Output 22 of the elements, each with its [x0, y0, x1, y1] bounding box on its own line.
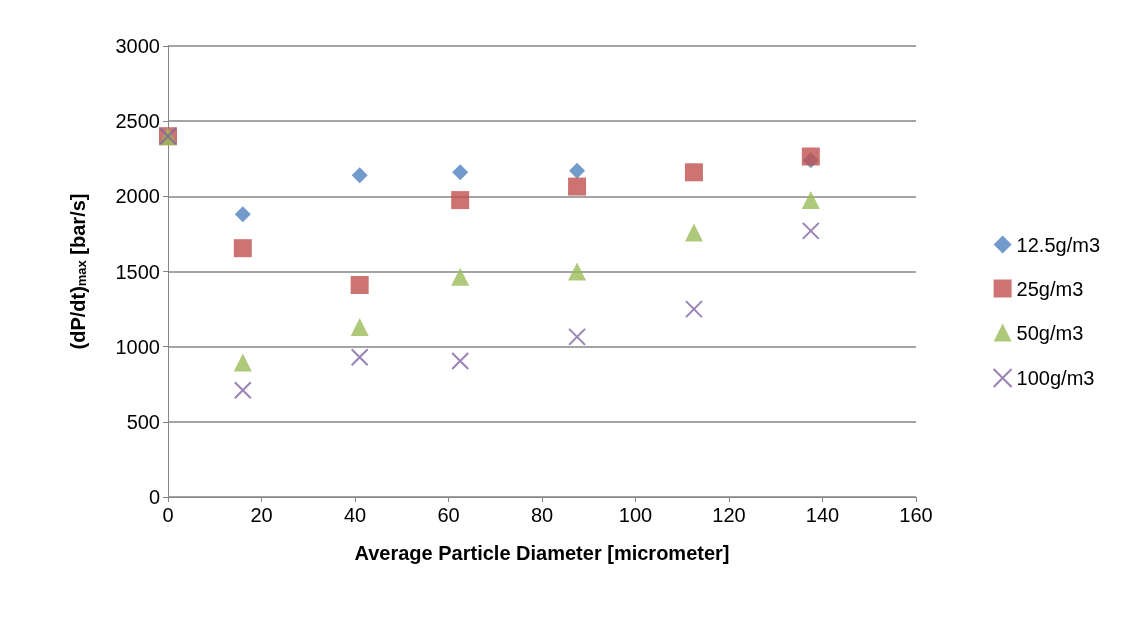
- x-tick-label: 20: [250, 504, 273, 526]
- legend-label: 50g/m3: [1016, 321, 1084, 344]
- legend-label: 100g/m3: [1016, 367, 1095, 389]
- y-tick-label: 1000: [115, 335, 160, 358]
- x-tick-label: 60: [437, 504, 460, 526]
- y-axis-title: (dP/dt)max [bar/s]: [66, 193, 89, 350]
- x-tick-label: 0: [162, 504, 174, 526]
- y-tick-label: 3000: [115, 35, 160, 57]
- legend-label: 25g/m3: [1016, 277, 1084, 300]
- legend-label: 12.5g/m3: [1016, 233, 1100, 256]
- x-tick-label: 80: [530, 504, 554, 526]
- x-tick-label: 120: [712, 504, 746, 526]
- x-tick-label: 140: [805, 504, 840, 526]
- y-tick-label: 1500: [115, 260, 160, 283]
- x-tick-label: 40: [343, 504, 367, 526]
- y-tick-label: 2500: [115, 110, 160, 133]
- y-tick-label: 2000: [115, 185, 160, 208]
- y-tick-label: 500: [126, 410, 160, 433]
- x-tick-label: 160: [899, 504, 933, 526]
- x-axis-title: Average Particle Diameter [micrometer]: [354, 542, 730, 564]
- y-tick-label: 0: [148, 486, 160, 508]
- x-tick-label: 100: [618, 504, 653, 526]
